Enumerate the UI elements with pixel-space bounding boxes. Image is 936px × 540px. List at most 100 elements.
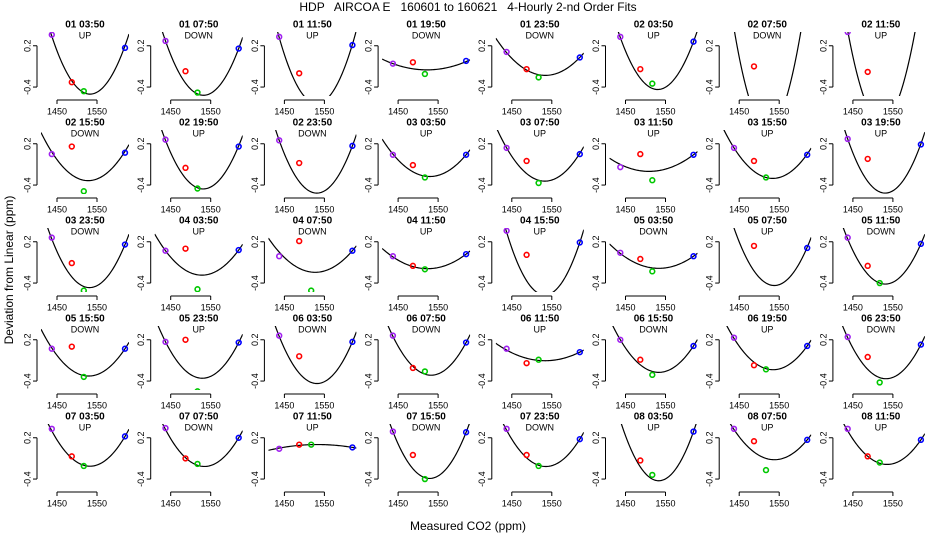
data-point bbox=[349, 338, 356, 346]
x-tick-label: 1550 bbox=[655, 400, 675, 410]
y-tick-label: 0.2 bbox=[363, 40, 373, 53]
x-tick-label: 1550 bbox=[769, 106, 789, 116]
panel-label: DOWN bbox=[639, 226, 668, 236]
data-point bbox=[864, 262, 871, 270]
panel-label: UP bbox=[79, 422, 92, 432]
data-point bbox=[864, 155, 871, 163]
x-tick-label: 1550 bbox=[201, 302, 221, 312]
data-point bbox=[503, 345, 510, 352]
panel-label: DOWN bbox=[71, 128, 100, 138]
panel-label: DOWN bbox=[639, 324, 668, 334]
data-point bbox=[617, 336, 624, 343]
data-point bbox=[309, 196, 314, 201]
x-tick-label: 1550 bbox=[87, 106, 107, 116]
y-tick-label: 0.2 bbox=[136, 236, 146, 249]
x-tick-label: 1450 bbox=[502, 400, 522, 410]
x-tick-label: 1550 bbox=[655, 498, 675, 508]
data-point bbox=[349, 444, 356, 451]
data-point bbox=[48, 150, 55, 158]
data-point bbox=[503, 228, 510, 234]
plot-area bbox=[274, 326, 357, 385]
y-tick-label: -0.4 bbox=[136, 471, 146, 487]
x-tick-label: 1450 bbox=[161, 106, 181, 116]
y-tick-label: 0.2 bbox=[136, 138, 146, 151]
panel-title: 04 07:50 bbox=[293, 216, 333, 227]
data-point bbox=[917, 141, 925, 148]
data-point bbox=[421, 266, 429, 273]
fit-curve bbox=[609, 243, 698, 269]
y-tick-label: -0.4 bbox=[22, 275, 32, 291]
x-tick-label: 1550 bbox=[201, 400, 221, 410]
data-point bbox=[844, 333, 851, 341]
panel-label: UP bbox=[420, 226, 433, 236]
x-tick-label: 1550 bbox=[428, 204, 448, 214]
y-tick-label: 0.2 bbox=[477, 40, 487, 53]
plot-area bbox=[843, 424, 925, 466]
data-point bbox=[409, 59, 417, 66]
panel-label: UP bbox=[761, 128, 774, 138]
x-tick-label: 1550 bbox=[883, 498, 903, 508]
plot-area bbox=[729, 424, 812, 474]
x-tick-label: 1550 bbox=[542, 498, 562, 508]
data-point bbox=[877, 112, 882, 117]
data-point bbox=[690, 38, 697, 45]
y-tick-label: 0.2 bbox=[705, 40, 715, 53]
y-tick-label: -0.4 bbox=[363, 275, 373, 291]
panel-title: 06 23:50 bbox=[861, 314, 901, 325]
y-tick-label: 0.2 bbox=[477, 138, 487, 151]
plot-area bbox=[161, 130, 243, 192]
x-tick-label: 1450 bbox=[729, 302, 749, 312]
y-tick-label: -0.4 bbox=[22, 79, 32, 95]
panel-title: 05 11:50 bbox=[861, 216, 900, 227]
panel-label: UP bbox=[761, 226, 774, 236]
plot-area bbox=[503, 228, 584, 292]
plot-area bbox=[733, 32, 802, 96]
panel-title: 06 11:50 bbox=[520, 314, 559, 325]
data-point bbox=[576, 239, 583, 246]
y-tick-label: 0.2 bbox=[363, 334, 373, 347]
data-point bbox=[276, 137, 283, 144]
x-tick-label: 1550 bbox=[655, 204, 675, 214]
data-point bbox=[617, 249, 624, 256]
y-tick-label: 0.2 bbox=[22, 236, 32, 249]
data-point bbox=[690, 342, 697, 350]
x-tick-label: 1550 bbox=[314, 400, 334, 410]
data-point bbox=[750, 157, 758, 165]
fit-curve bbox=[277, 32, 357, 96]
x-tick-label: 1550 bbox=[769, 498, 789, 508]
data-point bbox=[523, 359, 530, 367]
data-point bbox=[649, 177, 656, 184]
fit-curve bbox=[843, 424, 925, 466]
data-point bbox=[162, 247, 169, 254]
y-tick-label: -0.4 bbox=[477, 275, 487, 291]
panel-label: UP bbox=[647, 128, 660, 138]
panel-title: 06 03:50 bbox=[293, 314, 333, 325]
fit-curve bbox=[847, 32, 916, 96]
x-tick-label: 1550 bbox=[201, 106, 221, 116]
panel-title: 01 03:50 bbox=[65, 20, 105, 31]
panel-label: DOWN bbox=[526, 422, 555, 432]
data-point bbox=[762, 174, 770, 181]
panel-label: DOWN bbox=[184, 422, 213, 432]
x-tick-label: 1550 bbox=[542, 302, 562, 312]
data-point bbox=[844, 234, 851, 241]
data-point bbox=[750, 242, 758, 250]
x-tick-label: 1550 bbox=[542, 204, 562, 214]
data-point bbox=[296, 441, 303, 448]
data-point bbox=[535, 356, 542, 363]
data-point bbox=[864, 68, 871, 76]
panel-title: 04 03:50 bbox=[179, 216, 219, 227]
data-point bbox=[309, 98, 314, 103]
panel-title: 02 07:50 bbox=[747, 20, 787, 31]
y-tick-label: -0.4 bbox=[477, 177, 487, 193]
data-point bbox=[48, 425, 55, 433]
data-point bbox=[649, 80, 656, 87]
panel-title: 06 19:50 bbox=[747, 314, 787, 325]
